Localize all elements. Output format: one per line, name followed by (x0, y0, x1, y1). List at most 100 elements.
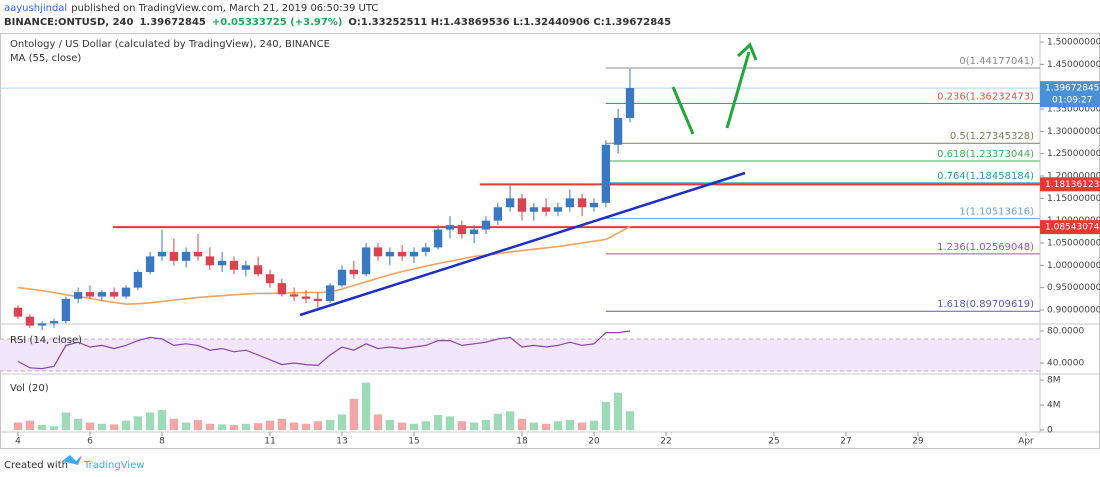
candle-body (493, 207, 503, 221)
volume-legend: Vol (20) (10, 383, 49, 394)
candle-body (349, 269, 359, 275)
x-tick-label: 15 (408, 437, 419, 447)
candle-body (217, 260, 227, 266)
footer-text: Created with (4, 460, 68, 471)
candle-body (229, 260, 239, 270)
y-tick-label: 0 (1047, 426, 1053, 436)
volume-bar (13, 422, 23, 430)
level-label-box (1040, 220, 1100, 235)
rsi-legend: RSI (14, close) (10, 335, 82, 346)
candle-body (157, 251, 167, 257)
x-tick-label: 8 (159, 437, 165, 447)
candle-body (589, 202, 599, 208)
volume-bar (625, 411, 635, 430)
fib-label: 0.236(1.36232473) (937, 92, 1034, 103)
volume-bar (325, 420, 335, 430)
candle-body (457, 225, 467, 235)
x-tick-label: 6 (87, 437, 93, 447)
volume-bar (217, 424, 227, 430)
author: aayushjindal (4, 3, 67, 14)
volume-bar (205, 423, 215, 430)
volume-bar (541, 423, 551, 430)
arrow-head (736, 42, 758, 61)
x-tick-label: 29 (912, 437, 924, 447)
level-label: 1.18136123 (1045, 180, 1099, 190)
candle-body (481, 220, 491, 230)
volume-bar (241, 423, 251, 430)
candle-body (25, 316, 35, 326)
volume-bar (517, 418, 527, 430)
volume-bar (337, 414, 347, 430)
candle-body (541, 207, 551, 212)
candle-body (529, 207, 539, 212)
fib-label: 0.5(1.27345328) (950, 131, 1034, 142)
candle-body (169, 251, 179, 261)
volume-bar (25, 420, 35, 430)
y-tick-label: 1.15000000 (1047, 194, 1100, 204)
volume-bar (433, 415, 443, 430)
fib-label: 1(1.10513616) (959, 206, 1034, 217)
rsi-line (17, 330, 631, 370)
candle-body (505, 198, 515, 208)
symbol-line: BINANCE:ONTUSD, 240 1.39672845 +0.05333725… (4, 17, 671, 28)
candle-body (565, 198, 575, 208)
volume-bar (589, 420, 599, 430)
candle-body (397, 251, 407, 257)
x-tick-label: 18 (516, 437, 528, 447)
candle-body (49, 321, 59, 324)
x-tick-label: 13 (336, 437, 347, 447)
chart-title: Ontology / US Dollar (calculated by Trad… (10, 39, 330, 50)
x-tick-label: 11 (264, 437, 275, 447)
countdown: 01:09:27 (1052, 96, 1092, 106)
volume-bar (505, 411, 515, 430)
candle-body (385, 251, 395, 257)
candle-body (409, 251, 419, 257)
trend-line (299, 171, 746, 317)
candle-body (13, 307, 23, 317)
volume-bar (553, 421, 563, 430)
candle-body (625, 88, 635, 118)
level-label: 1.08543074 (1045, 223, 1100, 233)
y-tick-label: 1.00000000 (1047, 261, 1100, 271)
published: published on TradingView.com, March 21, … (71, 3, 378, 14)
candle-body (289, 294, 299, 297)
x-tick-label: Apr (1018, 437, 1034, 447)
y-tick-label: 1.50000000 (1047, 38, 1100, 48)
candle-body (121, 287, 131, 297)
volume-bar (157, 410, 167, 430)
candle-body (433, 229, 443, 248)
candle-body (97, 292, 107, 297)
candle-body (445, 225, 455, 230)
candle-body (613, 117, 623, 145)
candle-body (37, 323, 47, 326)
level-label-box (1040, 177, 1100, 192)
change: +0.05333725 (+3.97%) (212, 17, 343, 28)
x-tick-label: 25 (768, 437, 779, 447)
price-label: 1.39672845 (1045, 84, 1099, 94)
volume-bar (229, 425, 239, 430)
volume-bar (469, 422, 479, 430)
candle-body (181, 251, 191, 261)
x-tick-label: 27 (840, 437, 851, 447)
volume-bar (277, 418, 287, 430)
volume-bar (181, 422, 191, 430)
volume-bar (613, 392, 623, 430)
volume-bar (37, 425, 47, 430)
fib-label: 0.764(1.18458184) (937, 171, 1034, 182)
volume-bar (361, 382, 371, 430)
candle-body (133, 271, 143, 288)
y-tick-label: 1.35000000 (1047, 105, 1100, 115)
y-tick-label: 80.0000 (1047, 327, 1084, 337)
candle-body (313, 298, 323, 302)
candle-body (325, 285, 335, 302)
volume-bar (121, 420, 131, 430)
volume-bar (313, 421, 323, 430)
y-tick-label: 1.20000000 (1047, 171, 1100, 181)
x-tick-label: 4 (15, 437, 21, 447)
fib-label: 1.618(0.89709619) (937, 299, 1034, 310)
x-tick-label: 20 (588, 437, 600, 447)
candle-body (109, 292, 119, 297)
fib-label: 0(1.44177041) (959, 56, 1034, 67)
volume-bar (481, 420, 491, 430)
